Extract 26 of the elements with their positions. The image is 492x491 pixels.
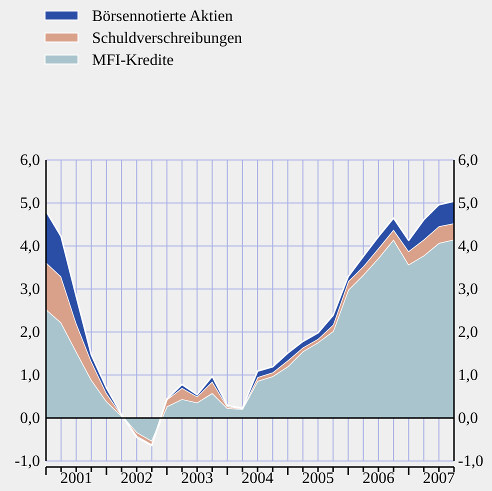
y2-tick-label: 1,0 [458,367,478,384]
y2-tick-label: -1,0 [458,453,484,470]
y-tick-label: 5,0 [20,195,40,212]
y-tick-label: -1,0 [14,453,40,470]
y2-tick-label: 5,0 [458,195,478,212]
x-tick-label: 2004 [242,470,274,487]
y-tick-label: 2,0 [20,324,40,341]
y-tick-label: 3,0 [20,281,40,298]
y2-tick-label: 2,0 [458,324,478,341]
y-tick-label: 1,0 [20,367,40,384]
x-tick-label: 2006 [362,470,394,487]
y-tick-label: 6,0 [20,152,40,169]
x-tick-label: 2002 [120,470,153,487]
x-tick-label: 2001 [60,470,92,487]
y-tick-label: 0,0 [20,410,40,427]
legend-label: MFI-Kredite [92,52,174,69]
legend-label: Börsennotierte Aktien [92,8,233,25]
y2-tick-label: 6,0 [458,152,478,169]
y2-tick-label: 4,0 [458,238,478,255]
legend-label: Schuldverschreibungen [92,30,242,47]
x-tick-label: 2003 [181,470,214,487]
y2-tick-label: 3,0 [458,281,478,298]
y-tick-label: 4,0 [20,238,40,255]
x-tick-label: 2005 [302,470,334,487]
x-tick-label: 2007 [422,470,455,487]
y2-tick-label: 0,0 [458,410,478,427]
